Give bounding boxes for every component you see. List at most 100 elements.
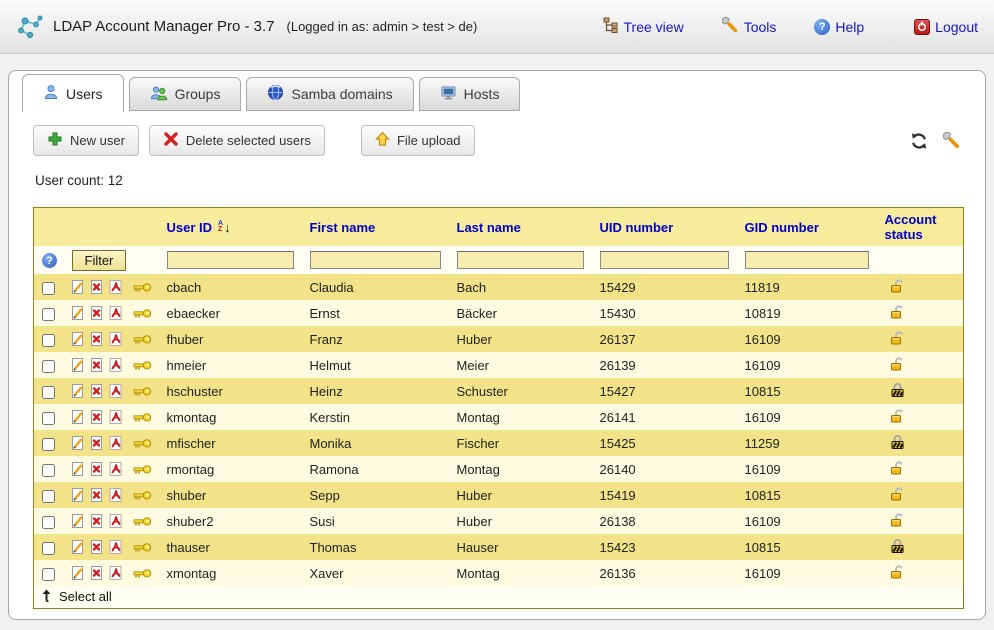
user-id-cell[interactable]: shuber (158, 482, 302, 508)
delete-user-icon[interactable] (89, 539, 104, 555)
select-all-link[interactable]: Select all (40, 588, 112, 605)
file-upload-button[interactable]: File upload (360, 125, 475, 156)
table-row[interactable]: ebaecker Ernst Bäcker 15430 10819 (33, 300, 964, 326)
pdf-export-icon[interactable] (108, 331, 123, 347)
change-password-key-icon[interactable] (133, 438, 152, 449)
user-id-cell[interactable]: shuber2 (158, 508, 302, 534)
table-row[interactable]: rmontag Ramona Montag 26140 16109 (33, 456, 964, 482)
column-header-last-name[interactable]: Last name (448, 207, 592, 246)
delete-user-icon[interactable] (89, 331, 104, 347)
filter-input-last-name[interactable] (456, 251, 584, 269)
pdf-export-icon[interactable] (108, 409, 123, 425)
user-id-cell[interactable]: hmeier (158, 352, 302, 378)
delete-user-icon[interactable] (89, 357, 104, 373)
delete-user-icon[interactable] (89, 487, 104, 503)
row-checkbox[interactable] (42, 463, 56, 477)
edit-user-icon[interactable] (70, 383, 85, 399)
filter-input-user-id[interactable] (166, 251, 294, 269)
table-row[interactable]: kmontag Kerstin Montag 26141 16109 (33, 404, 964, 430)
pdf-export-icon[interactable] (108, 357, 123, 373)
change-password-key-icon[interactable] (133, 490, 152, 501)
list-settings-wrench-icon[interactable] (943, 131, 961, 150)
table-row[interactable]: hmeier Helmut Meier 26139 16109 (33, 352, 964, 378)
edit-user-icon[interactable] (70, 565, 85, 581)
pdf-export-icon[interactable] (108, 513, 123, 529)
edit-user-icon[interactable] (70, 487, 85, 503)
row-checkbox[interactable] (42, 385, 56, 399)
delete-user-icon[interactable] (89, 409, 104, 425)
pdf-export-icon[interactable] (108, 461, 123, 477)
row-checkbox[interactable] (42, 489, 56, 503)
pdf-export-icon[interactable] (108, 487, 123, 503)
edit-user-icon[interactable] (70, 357, 85, 373)
column-header-uid-number[interactable]: UID number (591, 207, 737, 246)
table-row[interactable]: mfischer Monika Fischer 15425 11259 (33, 430, 964, 456)
nav-tree-view[interactable]: Tree view (603, 17, 684, 36)
filter-input-gid-number[interactable] (744, 251, 869, 269)
change-password-key-icon[interactable] (133, 412, 152, 423)
row-checkbox[interactable] (42, 281, 56, 295)
user-id-cell[interactable]: hschuster (158, 378, 302, 404)
row-checkbox[interactable] (42, 437, 56, 451)
tab-samba-domains[interactable]: Samba domains (246, 77, 414, 111)
delete-user-icon[interactable] (89, 565, 104, 581)
column-header-first-name[interactable]: First name (301, 207, 449, 246)
filter-input-uid-number[interactable] (599, 251, 729, 269)
edit-user-icon[interactable] (70, 435, 85, 451)
new-user-button[interactable]: New user (33, 125, 139, 156)
row-checkbox[interactable] (42, 359, 56, 373)
pdf-export-icon[interactable] (108, 383, 123, 399)
delete-user-icon[interactable] (89, 435, 104, 451)
table-row[interactable]: cbach Claudia Bach 15429 11819 (33, 274, 964, 300)
user-id-cell[interactable]: cbach (158, 274, 302, 300)
column-header-user-id[interactable]: User ID A Z ↓ (158, 207, 302, 246)
delete-user-icon[interactable] (89, 383, 104, 399)
user-id-cell[interactable]: xmontag (158, 560, 302, 586)
filter-help-icon[interactable]: ? (42, 253, 57, 269)
user-id-cell[interactable]: thauser (158, 534, 302, 560)
change-password-key-icon[interactable] (133, 334, 152, 345)
user-id-cell[interactable]: fhuber (158, 326, 302, 352)
row-checkbox[interactable] (42, 515, 56, 529)
nav-tools[interactable]: Tools (721, 16, 776, 37)
user-id-cell[interactable]: ebaecker (158, 300, 302, 326)
change-password-key-icon[interactable] (133, 360, 152, 371)
row-checkbox[interactable] (42, 541, 56, 555)
pdf-export-icon[interactable] (108, 305, 123, 321)
column-header-account-status[interactable]: Account status (876, 207, 964, 246)
refresh-icon[interactable] (909, 131, 929, 151)
change-password-key-icon[interactable] (133, 282, 152, 293)
change-password-key-icon[interactable] (133, 464, 152, 475)
delete-user-icon[interactable] (89, 513, 104, 529)
table-row[interactable]: fhuber Franz Huber 26137 16109 (33, 326, 964, 352)
change-password-key-icon[interactable] (133, 568, 152, 579)
row-checkbox[interactable] (42, 411, 56, 425)
tab-groups[interactable]: Groups (128, 77, 242, 111)
table-row[interactable]: shuber Sepp Huber 15419 10815 (33, 482, 964, 508)
filter-button[interactable]: Filter (71, 249, 127, 271)
edit-user-icon[interactable] (70, 331, 85, 347)
user-id-cell[interactable]: rmontag (158, 456, 302, 482)
table-row[interactable]: shuber2 Susi Huber 26138 16109 (33, 508, 964, 534)
edit-user-icon[interactable] (70, 305, 85, 321)
tab-users[interactable]: Users (22, 74, 124, 112)
user-id-cell[interactable]: kmontag (158, 404, 302, 430)
table-row[interactable]: hschuster Heinz Schuster 15427 10815 (33, 378, 964, 404)
edit-user-icon[interactable] (70, 279, 85, 295)
change-password-key-icon[interactable] (133, 516, 152, 527)
nav-help[interactable]: ? Help (814, 18, 864, 35)
row-checkbox[interactable] (42, 567, 56, 581)
row-checkbox[interactable] (42, 333, 56, 347)
table-row[interactable]: xmontag Xaver Montag 26136 16109 (33, 560, 964, 586)
nav-logout[interactable]: Logout (914, 18, 978, 35)
edit-user-icon[interactable] (70, 409, 85, 425)
edit-user-icon[interactable] (70, 513, 85, 529)
row-checkbox[interactable] (42, 307, 56, 321)
change-password-key-icon[interactable] (133, 386, 152, 397)
pdf-export-icon[interactable] (108, 435, 123, 451)
column-header-gid-number[interactable]: GID number (736, 207, 877, 246)
filter-input-first-name[interactable] (309, 251, 441, 269)
delete-selected-users-button[interactable]: Delete selected users (148, 125, 325, 156)
sort-az-icon[interactable]: A Z ↓ (218, 219, 231, 235)
table-row[interactable]: thauser Thomas Hauser 15423 10815 (33, 534, 964, 560)
